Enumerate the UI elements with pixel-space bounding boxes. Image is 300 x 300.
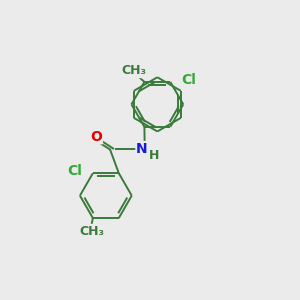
Text: Cl: Cl	[67, 164, 82, 178]
Text: O: O	[91, 130, 102, 144]
Text: CH₃: CH₃	[79, 225, 104, 238]
Text: N: N	[136, 142, 148, 155]
Text: CH₃: CH₃	[122, 64, 147, 77]
Text: H: H	[149, 149, 160, 162]
Text: Cl: Cl	[182, 73, 196, 87]
